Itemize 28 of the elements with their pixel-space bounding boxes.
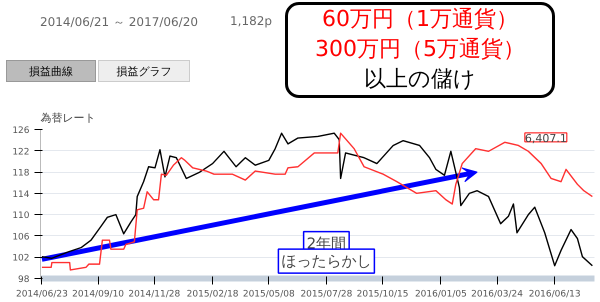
x-tick-label: 2015/05/08 [242, 290, 295, 300]
text: 300万円（5万通貨） [315, 37, 525, 62]
y-tick-label: 110 [12, 211, 30, 222]
text: 1,182p [230, 14, 272, 28]
text: 60万円（1万通貨） [322, 7, 518, 32]
y-tick-label: 122 [12, 147, 30, 158]
x-tick-label: 2016/01/05 [414, 290, 467, 300]
x-tick-label: 2014/06/23 [16, 290, 68, 300]
x-tick-label: 2014/09/10 [72, 290, 124, 300]
y-axis-title: 為替レート [40, 112, 96, 124]
annotation: 6,407.1 [524, 132, 567, 145]
x-tick-label: 2015/10/15 [356, 290, 409, 300]
y-tick-label: 126 [12, 126, 30, 136]
text: 損益曲線 [6, 60, 96, 82]
x-tick-label: 2016/06/13 [528, 290, 581, 300]
text: 以上の儲け [364, 67, 476, 92]
x-tick-label: 2015/02/18 [186, 290, 239, 300]
y-tick-label: 118 [12, 168, 30, 179]
y-tick-label: 102 [12, 254, 30, 264]
y-tick-label: 114 [12, 190, 30, 200]
annotation: ほったらかし [281, 252, 372, 270]
y-tick-label: 106 [12, 232, 30, 242]
y-tick-label: 98 [18, 275, 30, 285]
text: 損益グラフ [98, 60, 190, 82]
x-tick-label: 2015/07/28 [300, 290, 353, 300]
x-tick-label: 2014/11/28 [128, 290, 180, 300]
x-tick-label: 2016/03/24 [471, 290, 524, 300]
text: 2014/06/21 ～ 2017/06/20 [40, 14, 198, 31]
